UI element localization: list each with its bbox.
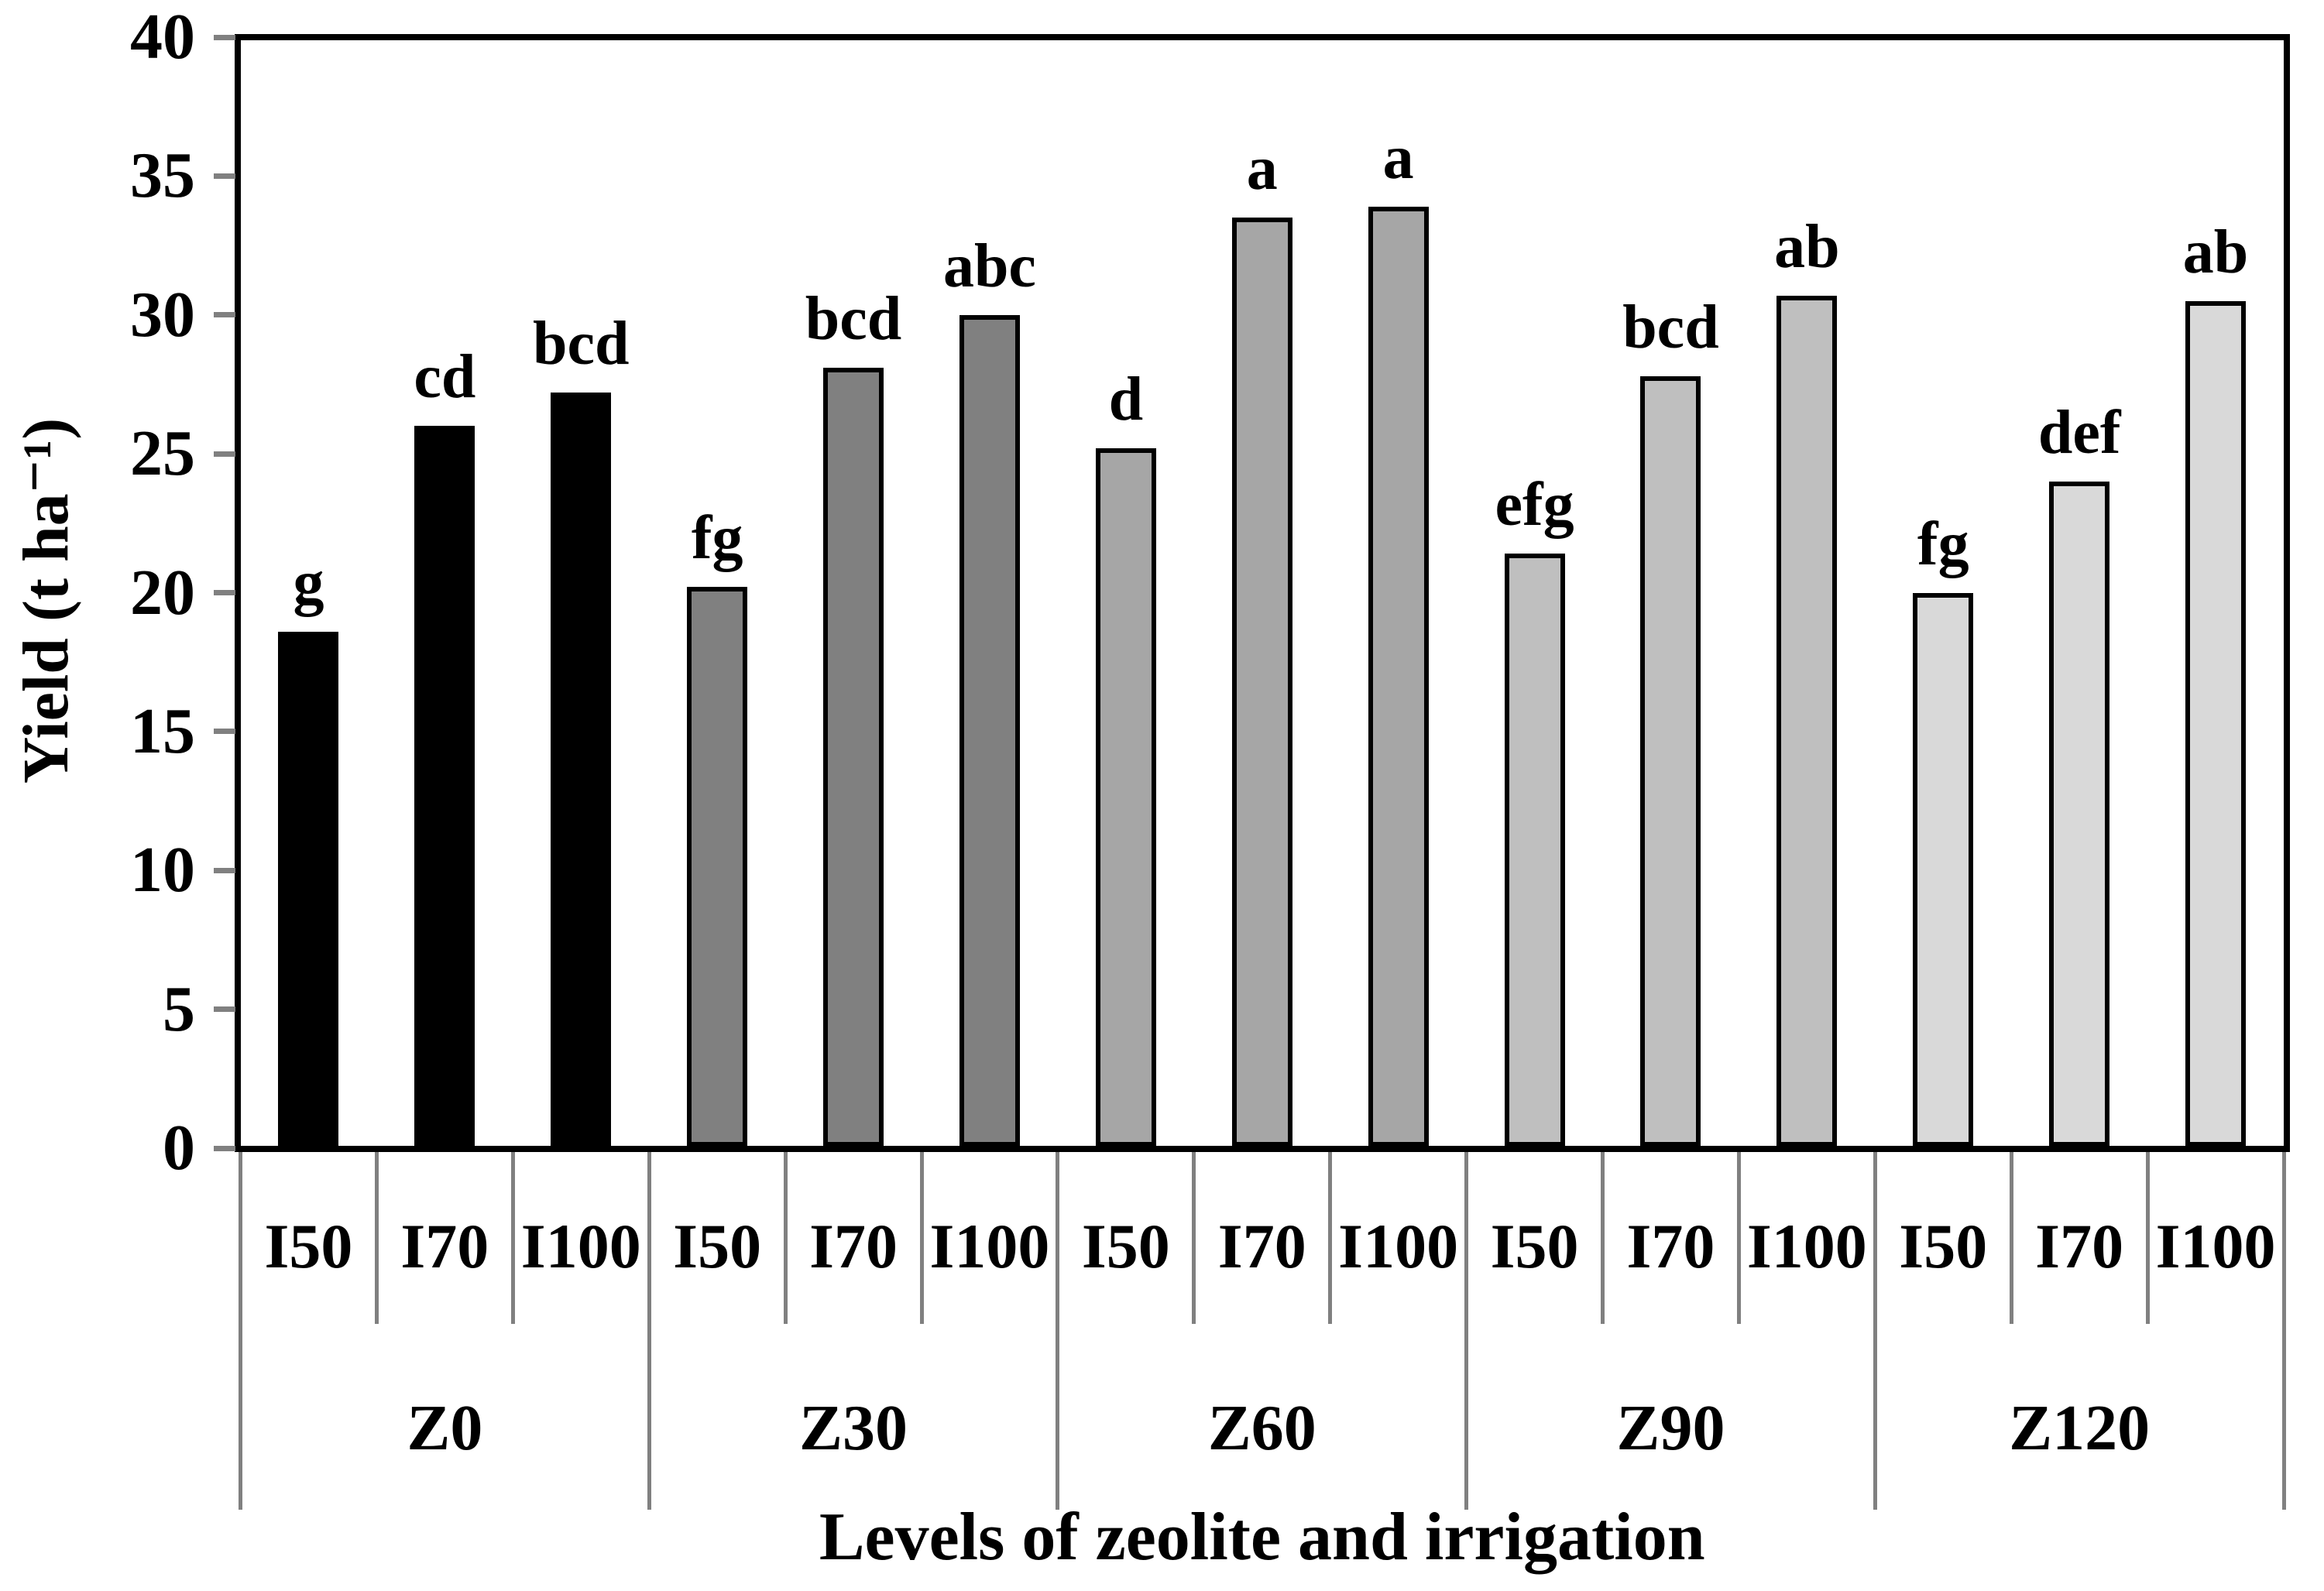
y-axis-tick-label: 20 <box>130 556 195 629</box>
category-separator-line <box>783 1152 788 1324</box>
group-separator-line <box>1873 1152 1877 1510</box>
y-axis-tick <box>214 729 235 735</box>
bar-Z30-I100 <box>959 314 1020 1147</box>
x-axis-irrigation-label: I100 <box>929 1211 1050 1281</box>
y-axis-tick-label: 10 <box>130 834 195 907</box>
y-axis-tick <box>214 1006 235 1013</box>
x-axis-irrigation-label: I100 <box>2155 1211 2276 1281</box>
bar-Z30-I50 <box>687 587 748 1147</box>
x-axis-irrigation-label: I100 <box>520 1211 641 1281</box>
y-axis-tick <box>214 173 235 179</box>
x-axis-zeolite-group-label: Z120 <box>2009 1392 2151 1464</box>
significance-letter: cd <box>414 343 476 412</box>
x-axis-irrigation-label: I70 <box>1217 1211 1306 1281</box>
bar-Z60-I70 <box>1231 218 1292 1147</box>
y-axis-tick <box>214 451 235 457</box>
significance-letter: fg <box>691 504 743 573</box>
category-separator-line <box>1601 1152 1605 1324</box>
x-axis-irrigation-label: I70 <box>400 1211 489 1281</box>
significance-letter: abc <box>942 231 1036 300</box>
x-axis-irrigation-label: I100 <box>1338 1211 1459 1281</box>
bar-Z120-I70 <box>2049 482 2110 1147</box>
group-separator-line <box>1056 1152 1060 1510</box>
group-separator-line <box>239 1152 242 1510</box>
x-axis-irrigation-label: I50 <box>264 1211 353 1281</box>
y-axis-tick <box>214 590 235 595</box>
significance-letter: a <box>1246 135 1278 204</box>
bar-Z60-I100 <box>1368 206 1429 1147</box>
significance-letter: bcd <box>805 284 902 353</box>
category-separator-line <box>919 1152 924 1324</box>
y-axis-tick-label: 5 <box>163 972 195 1045</box>
x-axis-irrigation-label: I50 <box>1490 1211 1579 1281</box>
significance-letter: fg <box>1917 509 1969 578</box>
y-axis-tick <box>214 312 235 318</box>
x-axis-irrigation-label: I100 <box>1746 1211 1867 1281</box>
significance-letter: d <box>1108 365 1144 434</box>
y-axis-tick-label: 25 <box>130 417 195 490</box>
bar-Z90-I70 <box>1640 375 1701 1147</box>
category-separator-line <box>1328 1152 1333 1324</box>
y-axis-tick <box>214 34 235 40</box>
x-axis-irrigation-label: I50 <box>1081 1211 1170 1281</box>
bar-Z120-I100 <box>2185 300 2247 1147</box>
y-axis-tick <box>214 867 235 873</box>
y-axis-tick-label: 0 <box>163 1112 195 1184</box>
x-axis-title: Levels of zeolite and irrigation <box>819 1500 1705 1575</box>
category-separator-line <box>1736 1152 1741 1324</box>
bar-Z60-I50 <box>1095 447 1156 1147</box>
x-axis-zeolite-group-label: Z0 <box>407 1392 483 1464</box>
category-separator-line <box>2145 1152 2150 1324</box>
x-axis-irrigation-label: I70 <box>1626 1211 1715 1281</box>
y-axis-tick-label: 30 <box>130 278 195 351</box>
y-axis-tick-label: 35 <box>130 139 195 212</box>
x-axis-zeolite-group-label: Z90 <box>1616 1392 1725 1464</box>
category-separator-line <box>2009 1152 2013 1324</box>
category-separator-line <box>1192 1152 1196 1324</box>
y-axis-tick <box>214 1145 235 1151</box>
y-axis-tick-label: 40 <box>130 1 195 73</box>
bar-Z90-I50 <box>1504 554 1565 1147</box>
significance-letter: g <box>293 548 324 617</box>
group-separator-line <box>2281 1152 2286 1510</box>
x-axis-irrigation-label: I70 <box>809 1211 898 1281</box>
y-axis-tick-label: 15 <box>130 694 195 767</box>
x-axis-zeolite-group-label: Z30 <box>799 1392 908 1464</box>
bar-Z0-I100 <box>551 393 612 1147</box>
category-separator-line <box>510 1152 515 1324</box>
bar-Z0-I50 <box>278 631 339 1147</box>
x-axis-zeolite-group-label: Z60 <box>1207 1392 1316 1464</box>
bar-Z0-I70 <box>414 426 475 1147</box>
bar-Z120-I50 <box>1913 592 1974 1147</box>
significance-letter: bcd <box>1622 293 1719 362</box>
significance-letter: bcd <box>533 310 630 379</box>
significance-letter: ab <box>1774 212 1840 281</box>
bar-Z30-I70 <box>823 367 884 1147</box>
x-axis-irrigation-label: I70 <box>2035 1211 2124 1281</box>
x-axis-irrigation-label: I50 <box>673 1211 762 1281</box>
bar-Z90-I100 <box>1776 295 1838 1147</box>
group-separator-line <box>647 1152 651 1510</box>
significance-letter: def <box>2037 399 2121 467</box>
significance-letter: a <box>1382 123 1414 192</box>
plot-area <box>234 34 2290 1152</box>
group-separator-line <box>1464 1152 1469 1510</box>
category-separator-line <box>374 1152 379 1324</box>
significance-letter: ab <box>2182 218 2249 286</box>
x-axis-irrigation-label: I50 <box>1899 1211 1988 1281</box>
significance-letter: efg <box>1495 471 1574 540</box>
